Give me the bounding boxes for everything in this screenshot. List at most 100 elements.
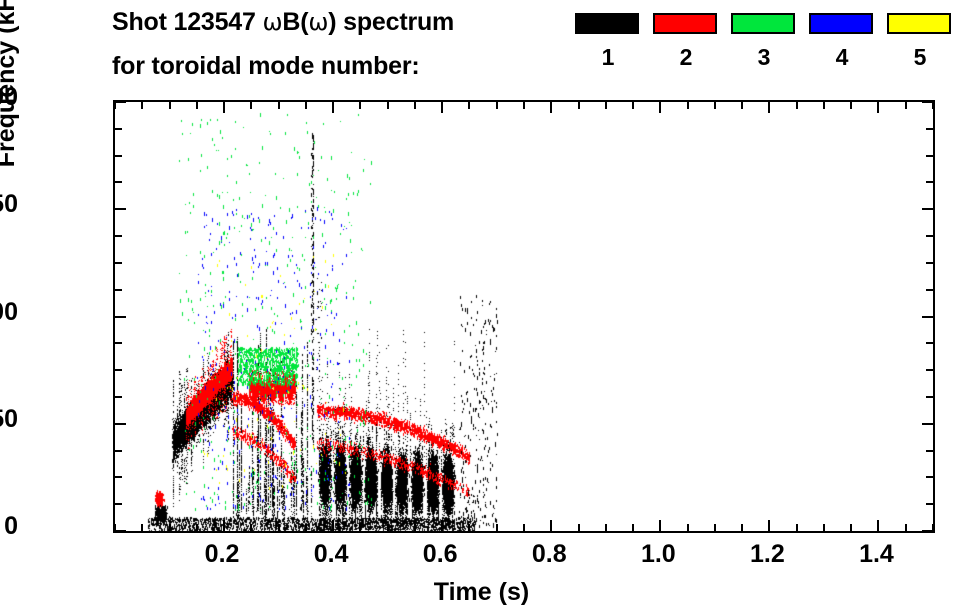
legend-item-4: 4 [809, 13, 875, 71]
x-tick-minor [795, 524, 798, 531]
x-tick-label-1: 1.0 [640, 540, 676, 568]
figure-title-line-1: Shot 123547 ωB(ω) spectrum [112, 8, 454, 37]
x-tick-minor [277, 524, 280, 531]
x-tick-minor [168, 524, 171, 531]
y-tick-label-150: 150 [0, 190, 18, 219]
x-tick-top-1.4 [877, 102, 880, 113]
x-tick-top-0.2 [223, 102, 226, 113]
x-tick-minor [741, 524, 744, 531]
x-tick-minor-top [468, 102, 471, 109]
y-tick-minor-right [926, 181, 933, 184]
x-tick-label-1.2: 1.2 [750, 540, 785, 568]
x-tick-minor-top [713, 102, 716, 109]
legend-item-1: 1 [575, 13, 641, 71]
x-tick-minor-top [168, 102, 171, 109]
x-tick-minor [686, 524, 689, 531]
x-tick-top-0.6 [441, 102, 444, 113]
x-tick-minor-top [114, 102, 116, 109]
y-tick-0 [115, 530, 126, 532]
y-tick-100 [115, 315, 126, 318]
y-tick-right-50 [922, 422, 933, 425]
y-tick-minor-right [926, 342, 933, 345]
x-tick-minor [822, 524, 825, 531]
legend-item-5: 5 [887, 13, 953, 71]
y-tick-50 [115, 422, 126, 425]
y-tick-minor [115, 235, 122, 238]
legend-swatch-3 [731, 13, 795, 34]
omega-symbol-1: ω [262, 8, 283, 36]
x-tick-label-1.4: 1.4 [859, 540, 894, 568]
x-tick-minor-top [850, 102, 853, 109]
plot-area [113, 100, 935, 533]
x-tick-0.8 [550, 520, 553, 531]
y-tick-right-0 [922, 530, 933, 532]
x-tick-minor-top [632, 102, 635, 109]
x-tick-minor [386, 524, 389, 531]
y-tick-label-200: 200 [0, 83, 18, 111]
title-text-mid: B( [282, 8, 309, 36]
y-tick-minor-right [926, 503, 933, 506]
title-text-post: ) spectrum [328, 8, 455, 36]
y-tick-minor [115, 476, 122, 479]
legend-label-4: 4 [835, 44, 849, 70]
x-tick-minor [141, 524, 144, 531]
omega-symbol-2: ω [308, 8, 329, 36]
y-tick-minor-right [926, 369, 933, 372]
y-tick-label-0: 0 [4, 512, 18, 540]
x-tick-label-0.2: 0.2 [204, 540, 240, 568]
figure-title-line-2: for toroidal mode number: [112, 52, 420, 80]
y-tick-200 [115, 101, 126, 103]
x-tick-minor [468, 524, 471, 531]
x-tick-minor [413, 524, 416, 531]
x-tick-minor-top [795, 102, 798, 109]
y-tick-right-200 [922, 101, 933, 103]
title-text-pre: Shot 123547 [112, 8, 263, 36]
y-tick-minor [115, 181, 122, 184]
legend-swatch-1 [575, 13, 639, 34]
x-tick-minor [114, 524, 116, 531]
x-tick-minor [250, 524, 253, 531]
y-tick-right-150 [922, 208, 933, 211]
x-tick-minor [932, 524, 934, 531]
y-tick-label-100: 100 [0, 297, 18, 326]
x-tick-minor-top [413, 102, 416, 109]
legend-label-3: 3 [757, 44, 771, 70]
mode-number-legend: 1 2 3 4 5 [575, 13, 955, 85]
x-tick-0.6 [441, 520, 444, 531]
x-tick-minor-top [250, 102, 253, 109]
legend-item-3: 3 [731, 13, 797, 71]
y-tick-minor-right [926, 127, 933, 130]
x-tick-minor-top [741, 102, 744, 109]
x-tick-top-1 [659, 102, 662, 113]
y-tick-label-50: 50 [0, 404, 18, 433]
legend-item-2: 2 [653, 13, 719, 71]
y-tick-minor-right [926, 449, 933, 452]
legend-label-1: 1 [601, 44, 615, 70]
y-tick-right-100 [922, 315, 933, 318]
x-tick-minor-top [195, 102, 198, 109]
x-tick-label-0.8: 0.8 [531, 540, 567, 568]
x-tick-minor-top [577, 102, 580, 109]
y-tick-minor [115, 154, 122, 157]
x-tick-minor-top [932, 102, 934, 109]
x-tick-label-0.4: 0.4 [313, 540, 349, 568]
x-tick-top-1.2 [768, 102, 771, 113]
x-tick-minor-top [359, 102, 362, 109]
y-tick-minor [115, 369, 122, 372]
x-tick-minor [904, 524, 907, 531]
legend-label-5: 5 [913, 44, 927, 70]
x-tick-minor [359, 524, 362, 531]
x-tick-top-0.8 [550, 102, 553, 113]
y-tick-minor [115, 503, 122, 506]
y-tick-150 [115, 208, 126, 211]
x-tick-minor-top [822, 102, 825, 109]
x-tick-minor-top [904, 102, 907, 109]
x-tick-1 [659, 520, 662, 531]
legend-swatch-4 [809, 13, 873, 34]
y-tick-minor [115, 261, 122, 264]
x-tick-1.4 [877, 520, 880, 531]
y-tick-minor-right [926, 154, 933, 157]
x-tick-0.2 [223, 520, 226, 531]
y-tick-minor [115, 288, 122, 291]
x-tick-minor-top [686, 102, 689, 109]
